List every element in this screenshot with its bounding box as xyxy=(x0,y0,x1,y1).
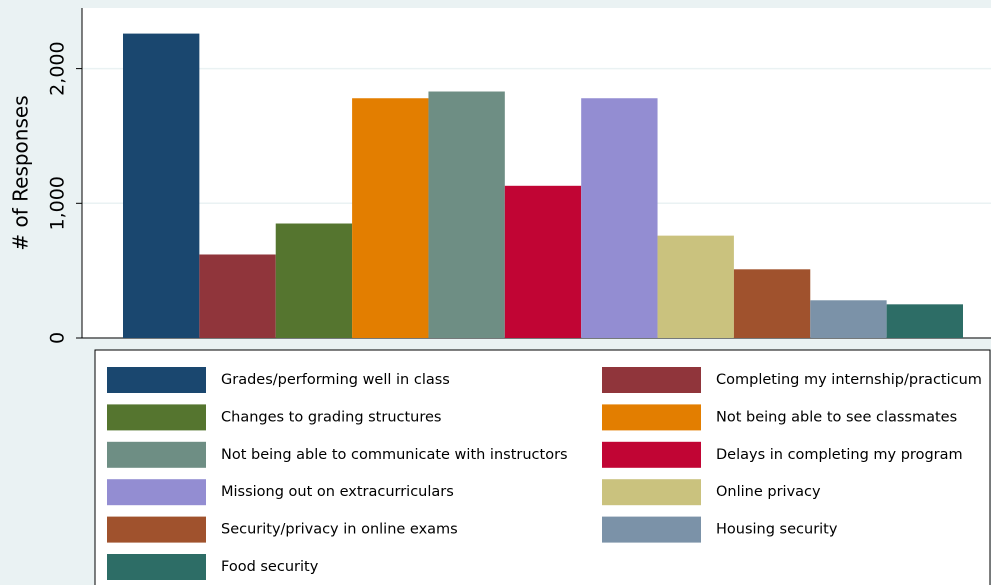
y-axis-label: # of Responses xyxy=(9,95,33,250)
legend-label: Changes to grading structures xyxy=(221,409,442,425)
bar xyxy=(657,235,734,338)
bar xyxy=(504,185,582,338)
legend-swatch xyxy=(602,441,701,468)
bar xyxy=(810,300,887,338)
legend-swatch xyxy=(107,516,206,543)
legend-label: Online privacy xyxy=(716,484,821,500)
y-tick-label: 0 xyxy=(47,332,69,344)
bar xyxy=(733,269,811,338)
legend-label: Not being able to see classmates xyxy=(716,409,957,425)
legend-swatch xyxy=(602,479,701,506)
bar xyxy=(581,98,658,338)
legend-label: Missiong out on extracurriculars xyxy=(221,484,454,500)
bar xyxy=(123,33,200,339)
legend-label: Food security xyxy=(221,559,319,575)
legend-swatch xyxy=(107,479,206,506)
legend-swatch xyxy=(107,367,206,393)
legend-swatch xyxy=(602,516,701,543)
bar xyxy=(886,304,963,338)
bar xyxy=(428,91,505,339)
y-tick-label: 2,000 xyxy=(47,41,69,95)
legend-swatch xyxy=(602,404,701,431)
legend-label: Grades/performing well in class xyxy=(221,372,450,388)
legend-box xyxy=(94,349,991,585)
legend-label: Not being able to communicate with instr… xyxy=(221,447,568,463)
legend-label: Completing my internship/practicum xyxy=(716,372,982,388)
legend-label: Housing security xyxy=(716,522,838,538)
bar xyxy=(275,223,353,338)
legend-swatch xyxy=(602,367,701,393)
legend-label: Security/privacy in online exams xyxy=(221,522,458,538)
bar xyxy=(199,254,276,338)
bar xyxy=(352,98,429,338)
legend-label: Delays in completing my program xyxy=(716,447,963,463)
y-tick-label: 1,000 xyxy=(47,176,69,230)
legend-swatch xyxy=(107,404,206,431)
legend-swatch xyxy=(107,441,206,468)
legend-swatch xyxy=(107,554,206,580)
